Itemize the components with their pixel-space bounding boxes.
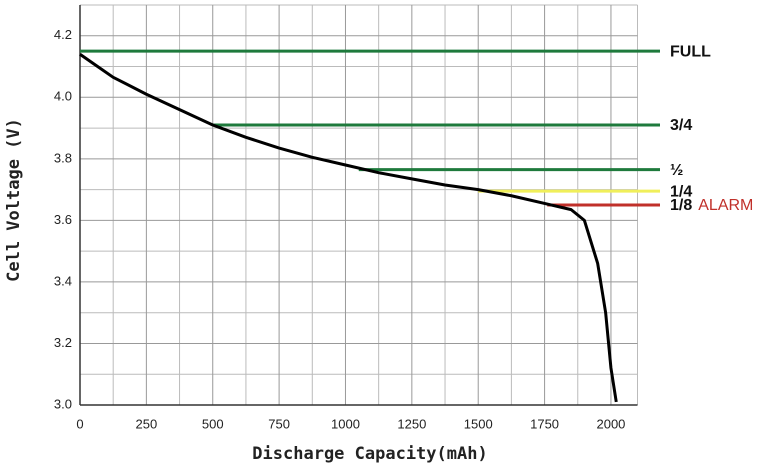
level-label: 1/4 <box>670 183 692 200</box>
y-tick-label: 3.0 <box>54 396 72 411</box>
y-tick-label: 4.2 <box>54 27 72 42</box>
y-tick-label: 3.8 <box>54 150 72 165</box>
x-axis-label: Discharge Capacity(mAh) <box>252 444 487 464</box>
level-label: FULL <box>670 43 711 60</box>
level-label: 1/8 <box>670 197 692 214</box>
x-tick-label: 1000 <box>331 416 360 431</box>
y-tick-label: 3.6 <box>54 212 72 227</box>
level-label: 3/4 <box>670 117 692 134</box>
x-tick-label: 1500 <box>464 416 493 431</box>
y-tick-label: 4.0 <box>54 89 72 104</box>
x-tick-label: 0 <box>76 416 83 431</box>
x-tick-label: 2000 <box>596 416 625 431</box>
y-tick-label: 3.2 <box>54 335 72 350</box>
x-tick-label: 500 <box>202 416 224 431</box>
level-label: ½ <box>670 162 683 179</box>
data-line <box>79 52 618 403</box>
x-tick-label: 1250 <box>397 416 426 431</box>
x-tick-label: 750 <box>268 416 290 431</box>
y-tick-label: 3.4 <box>54 273 72 288</box>
x-tick-label: 250 <box>136 416 158 431</box>
x-tick-label: 1750 <box>530 416 559 431</box>
alarm-label: ALARM <box>698 197 753 214</box>
y-axis-label: Cell Voltage (V) <box>4 118 24 282</box>
